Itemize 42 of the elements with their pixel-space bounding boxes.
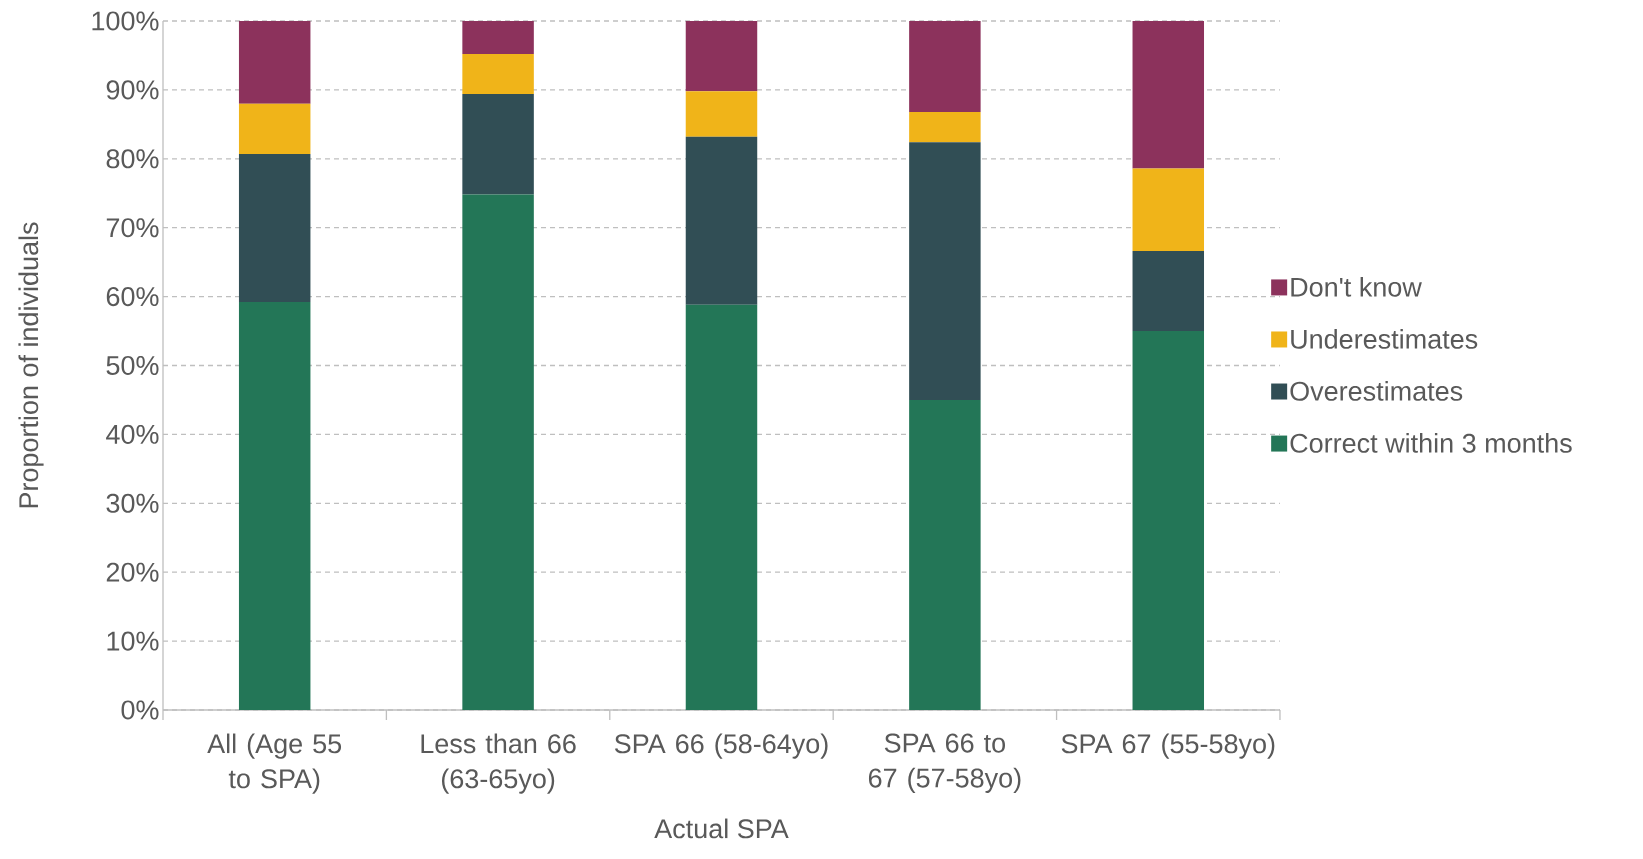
legend-label: Overestimates (1290, 380, 1463, 401)
bar (685, 20, 758, 92)
bar (909, 142, 981, 400)
bar (238, 153, 311, 303)
y-tick-label: 60% (106, 287, 159, 307)
bar (462, 94, 534, 195)
x-tick-label: All (Age 55 to SPA) (207, 733, 342, 794)
y-tick-label: 50% (106, 355, 159, 376)
legend-label: Don't know (1291, 276, 1422, 297)
x-axis-title: Actual SPA (654, 818, 789, 839)
bar (1132, 20, 1205, 169)
bar (909, 20, 981, 112)
y-tick-label: 10% (107, 631, 159, 651)
y-tick-label: 80% (106, 149, 159, 169)
y-tick-label: 0% (121, 700, 159, 720)
bar (462, 194, 534, 710)
bar (462, 20, 534, 55)
bar (238, 20, 311, 104)
bar (1132, 331, 1205, 710)
y-tick-label: 30% (106, 493, 159, 513)
y-axis-title: Proportion of individuals (18, 222, 44, 508)
bar (685, 91, 758, 137)
bar (909, 399, 981, 710)
bar (238, 302, 311, 710)
y-tick-label: 100% (92, 11, 159, 31)
bar (1132, 168, 1205, 252)
legend-label: Underestimates (1291, 328, 1478, 349)
y-tick-label: 70% (106, 218, 159, 238)
y-tick-label: 90% (106, 80, 159, 100)
y-tick-label: 40% (106, 424, 159, 444)
bar (909, 111, 981, 143)
x-tick-label: SPA 66 (58-64yo) (614, 733, 828, 759)
bar (1132, 251, 1205, 332)
bar (685, 136, 758, 305)
y-tick-label: 20% (106, 562, 159, 582)
legend-label: Correct within 3 months (1290, 433, 1572, 453)
bar (238, 103, 311, 154)
x-tick-label: Less than 66 (63-65yo) (421, 733, 576, 794)
x-tick-label: SPA 66 to 67 (57-58yo) (868, 733, 1021, 793)
bar (685, 304, 758, 710)
bar (462, 54, 534, 95)
x-tick-label: SPA 67 (55-58yo) (1061, 733, 1275, 759)
